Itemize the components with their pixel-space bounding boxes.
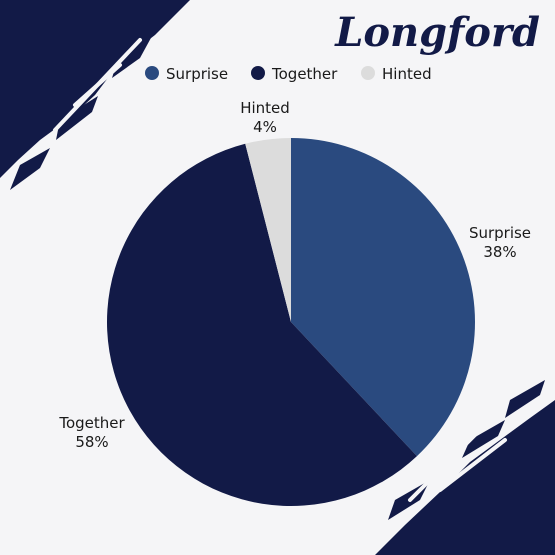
pie-slice-together bbox=[107, 143, 417, 506]
legend: Surprise Together Hinted bbox=[145, 65, 432, 83]
slice-label-hinted-name: Hinted bbox=[240, 99, 290, 117]
slice-label-together-value: 58% bbox=[75, 433, 108, 451]
legend-swatch-hinted bbox=[361, 66, 375, 80]
legend-swatch-together bbox=[251, 66, 265, 80]
chart-title: Longford bbox=[334, 9, 540, 56]
pie-slice-surprise bbox=[291, 138, 475, 457]
slice-label-surprise-value: 38% bbox=[483, 243, 516, 261]
pie bbox=[107, 138, 475, 506]
corner-decoration-top-left bbox=[0, 0, 190, 190]
slice-label-hinted-value: 4% bbox=[253, 118, 277, 136]
legend-label-hinted: Hinted bbox=[382, 65, 432, 83]
brush-highlights bbox=[53, 38, 507, 502]
slice-label-together-name: Together bbox=[58, 414, 125, 432]
legend-label-together: Together bbox=[271, 65, 338, 83]
legend-swatch-surprise bbox=[145, 66, 159, 80]
slice-label-surprise-name: Surprise bbox=[469, 224, 531, 242]
legend-label-surprise: Surprise bbox=[166, 65, 228, 83]
pie-slice-hinted bbox=[245, 138, 291, 322]
